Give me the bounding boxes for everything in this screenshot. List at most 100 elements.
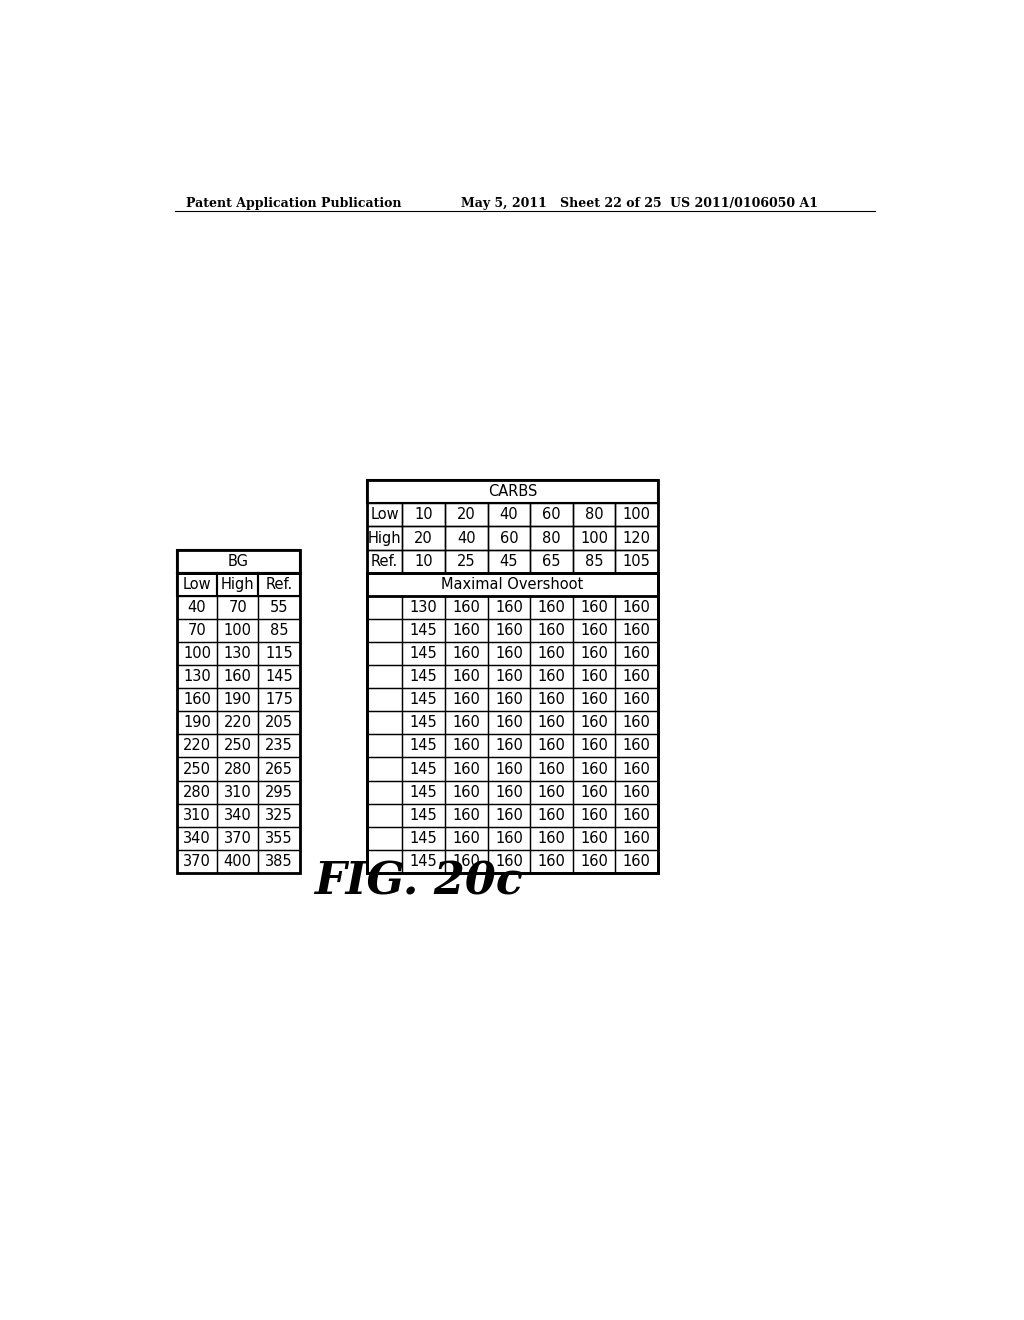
Bar	[530, 527, 572, 549]
Bar	[177, 734, 217, 758]
Text: 100: 100	[581, 531, 608, 545]
Text: 160: 160	[623, 808, 650, 822]
Bar	[367, 758, 402, 780]
Text: 160: 160	[495, 854, 523, 869]
Text: 40: 40	[187, 599, 206, 615]
Bar	[258, 826, 300, 850]
Text: 145: 145	[410, 738, 437, 754]
Bar	[258, 711, 300, 734]
Bar	[258, 595, 300, 619]
Bar	[217, 734, 258, 758]
Bar	[445, 527, 487, 549]
Bar	[177, 549, 300, 573]
Bar	[217, 826, 258, 850]
Text: 10: 10	[415, 507, 433, 523]
Text: 130: 130	[183, 669, 211, 684]
Bar	[402, 804, 445, 826]
Bar	[402, 758, 445, 780]
Text: 160: 160	[581, 830, 608, 846]
Bar	[530, 780, 572, 804]
Text: 20: 20	[457, 507, 476, 523]
Bar	[217, 850, 258, 873]
Bar	[217, 758, 258, 780]
Bar	[530, 826, 572, 850]
Bar	[258, 758, 300, 780]
Text: 160: 160	[453, 715, 480, 730]
Text: 160: 160	[581, 854, 608, 869]
Text: 120: 120	[623, 531, 651, 545]
Text: 160: 160	[581, 692, 608, 708]
Bar	[572, 549, 615, 573]
Bar	[572, 503, 615, 527]
Text: 145: 145	[410, 623, 437, 638]
Bar	[367, 573, 658, 595]
Text: 160: 160	[495, 669, 523, 684]
Text: 280: 280	[183, 784, 211, 800]
Text: Low: Low	[371, 507, 398, 523]
Text: 220: 220	[223, 715, 252, 730]
Text: 160: 160	[581, 715, 608, 730]
Bar	[615, 780, 658, 804]
Text: 160: 160	[623, 645, 650, 661]
Bar	[615, 688, 658, 711]
Bar	[530, 549, 572, 573]
Bar	[615, 826, 658, 850]
Bar	[367, 780, 402, 804]
Text: 355: 355	[265, 830, 293, 846]
Bar	[367, 850, 402, 873]
Bar	[445, 758, 487, 780]
Text: Ref.: Ref.	[265, 577, 293, 591]
Bar	[572, 527, 615, 549]
Bar	[402, 850, 445, 873]
Bar	[615, 527, 658, 549]
Text: 160: 160	[538, 738, 565, 754]
Text: 130: 130	[224, 645, 252, 661]
Bar	[572, 804, 615, 826]
Bar	[367, 549, 402, 573]
Bar	[177, 573, 217, 595]
Bar	[177, 619, 217, 642]
Text: 160: 160	[453, 808, 480, 822]
Text: 85: 85	[585, 553, 603, 569]
Bar	[530, 688, 572, 711]
Text: Patent Application Publication: Patent Application Publication	[186, 197, 401, 210]
Bar	[445, 549, 487, 573]
Bar	[177, 595, 217, 619]
Bar	[615, 503, 658, 527]
Bar	[367, 503, 402, 527]
Text: 100: 100	[223, 623, 252, 638]
Text: 145: 145	[410, 830, 437, 846]
Text: 160: 160	[453, 830, 480, 846]
Text: 160: 160	[538, 715, 565, 730]
Bar	[487, 826, 530, 850]
Text: 220: 220	[183, 738, 211, 754]
Bar	[367, 826, 402, 850]
Text: 145: 145	[410, 784, 437, 800]
Bar	[530, 734, 572, 758]
Bar	[258, 688, 300, 711]
Bar	[258, 573, 300, 595]
Text: 45: 45	[500, 553, 518, 569]
Bar	[487, 804, 530, 826]
Text: 310: 310	[183, 808, 211, 822]
Text: 160: 160	[623, 830, 650, 846]
Bar	[177, 665, 217, 688]
Bar	[530, 642, 572, 665]
Text: 160: 160	[623, 599, 650, 615]
Bar	[530, 665, 572, 688]
Text: 55: 55	[270, 599, 289, 615]
Text: 160: 160	[495, 830, 523, 846]
Bar	[445, 804, 487, 826]
Text: 160: 160	[538, 784, 565, 800]
Text: 175: 175	[265, 692, 293, 708]
Text: May 5, 2011   Sheet 22 of 25: May 5, 2011 Sheet 22 of 25	[461, 197, 662, 210]
Text: 160: 160	[538, 623, 565, 638]
Text: Ref.: Ref.	[371, 553, 398, 569]
Text: 115: 115	[265, 645, 293, 661]
Text: BG: BG	[228, 553, 249, 569]
Bar	[402, 780, 445, 804]
Bar	[177, 642, 217, 665]
Bar	[530, 850, 572, 873]
Bar	[445, 734, 487, 758]
Bar	[615, 595, 658, 619]
